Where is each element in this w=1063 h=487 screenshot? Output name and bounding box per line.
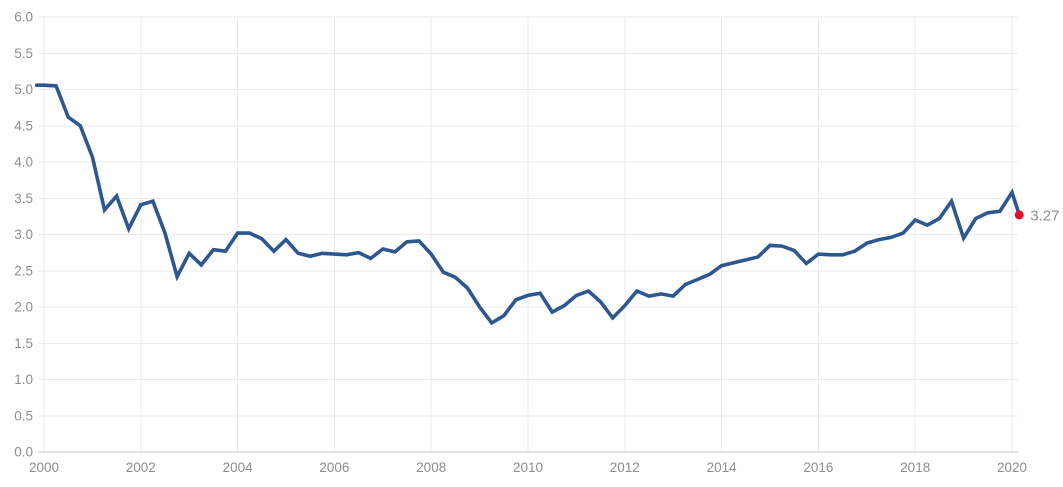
y-axis-tick-label: 3.5 [14, 191, 33, 206]
x-axis-tick-label: 2002 [126, 460, 156, 475]
y-axis-tick-label: 1.0 [14, 372, 33, 387]
y-axis-tick-label: 4.5 [14, 118, 33, 133]
x-axis-tick-label: 2014 [707, 460, 738, 475]
y-axis-tick-label: 4.0 [14, 155, 33, 170]
y-axis-tick-label: 1.5 [14, 336, 33, 351]
x-axis-tick-label: 2016 [803, 460, 833, 475]
x-axis-tick-label: 2004 [223, 460, 254, 475]
y-axis-tick-label: 5.0 [14, 82, 33, 97]
y-axis-tick-label: 3.0 [14, 227, 33, 242]
y-axis-tick-label: 0.5 [14, 408, 33, 423]
endpoint-dot [1014, 210, 1024, 220]
x-axis-tick-label: 2012 [610, 460, 640, 475]
x-axis-tick-label: 2010 [513, 460, 543, 475]
y-axis-tick-label: 2.5 [14, 263, 33, 278]
y-axis-tick-label: 2.0 [14, 300, 33, 315]
x-axis-tick-label: 2000 [29, 460, 59, 475]
x-axis-tick-label: 2018 [900, 460, 930, 475]
data-series-line [34, 83, 1022, 326]
x-axis-tick-label: 2006 [319, 460, 349, 475]
y-axis-tick-label: 6.0 [14, 10, 33, 25]
y-axis-tick-label: 5.5 [14, 46, 33, 61]
endpoint-value-label: 3.27 [1030, 207, 1059, 224]
y-axis-tick-label: 0.0 [14, 445, 33, 460]
x-axis-tick-label: 2020 [997, 460, 1027, 475]
x-axis-tick-label: 2008 [416, 460, 446, 475]
